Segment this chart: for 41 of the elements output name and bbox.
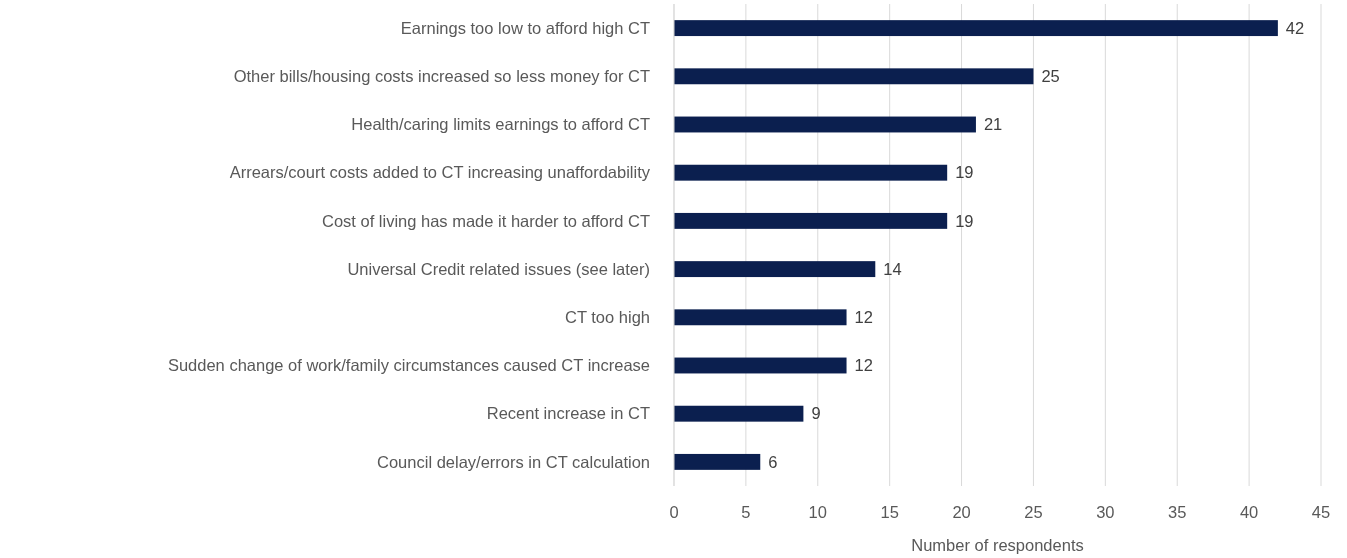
bar: [674, 261, 876, 278]
data-label: 21: [983, 115, 1003, 134]
y-tick-label: CT too high: [565, 308, 650, 327]
x-tick-label: 15: [880, 502, 899, 521]
y-tick-label: Cost of living has made it harder to afford CT: [321, 211, 650, 230]
x-tick-label: 40: [1239, 502, 1259, 521]
x-tick-label: 30: [1096, 502, 1115, 521]
x-tick-label: 25: [1024, 502, 1043, 521]
data-label: 42: [1285, 18, 1305, 37]
bar: [674, 405, 804, 422]
bar: [674, 68, 1034, 85]
y-tick-label: Health/caring limits earnings to afford CT: [351, 115, 650, 134]
x-tick-label: 0: [669, 502, 679, 521]
y-tick-label: Earnings too low to afford high CT: [400, 18, 650, 37]
data-label: 12: [854, 308, 873, 327]
y-tick-label: Council delay/errors in CT calculation: [377, 452, 650, 471]
x-tick-label: 20: [952, 502, 971, 521]
bar: [674, 453, 761, 470]
x-axis-title: Number of respondents: [911, 535, 1084, 554]
bar: [674, 309, 847, 326]
data-label: 6: [768, 452, 778, 471]
y-tick-label: Arrears/court costs added to CT increasing unaffordability: [229, 163, 651, 182]
data-label: 19: [955, 163, 974, 182]
data-label: 12: [854, 356, 873, 375]
bar: [674, 164, 948, 181]
y-tick-label: Universal Credit related issues (see later): [347, 259, 650, 278]
data-label: 9: [811, 404, 821, 423]
y-tick-label: Other bills/housing costs increased so less money for CT: [233, 67, 650, 86]
bar: [674, 212, 948, 229]
data-label: 25: [1041, 67, 1060, 86]
x-tick-label: 45: [1311, 502, 1331, 521]
data-label: 19: [955, 211, 974, 230]
x-tick-label: 35: [1168, 502, 1187, 521]
x-tick-label: 10: [808, 502, 827, 521]
data-label: 14: [883, 259, 902, 278]
x-tick-label: 5: [741, 502, 751, 521]
bar: [674, 357, 847, 374]
y-tick-label: Recent increase in CT: [486, 404, 650, 423]
bar: [674, 20, 1278, 37]
y-tick-label: Sudden change of work/family circumstances caused CT increase: [167, 356, 650, 375]
bar: [674, 116, 976, 133]
